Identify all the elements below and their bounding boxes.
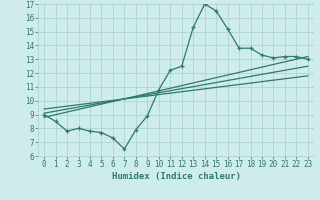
X-axis label: Humidex (Indice chaleur): Humidex (Indice chaleur)	[111, 172, 241, 181]
